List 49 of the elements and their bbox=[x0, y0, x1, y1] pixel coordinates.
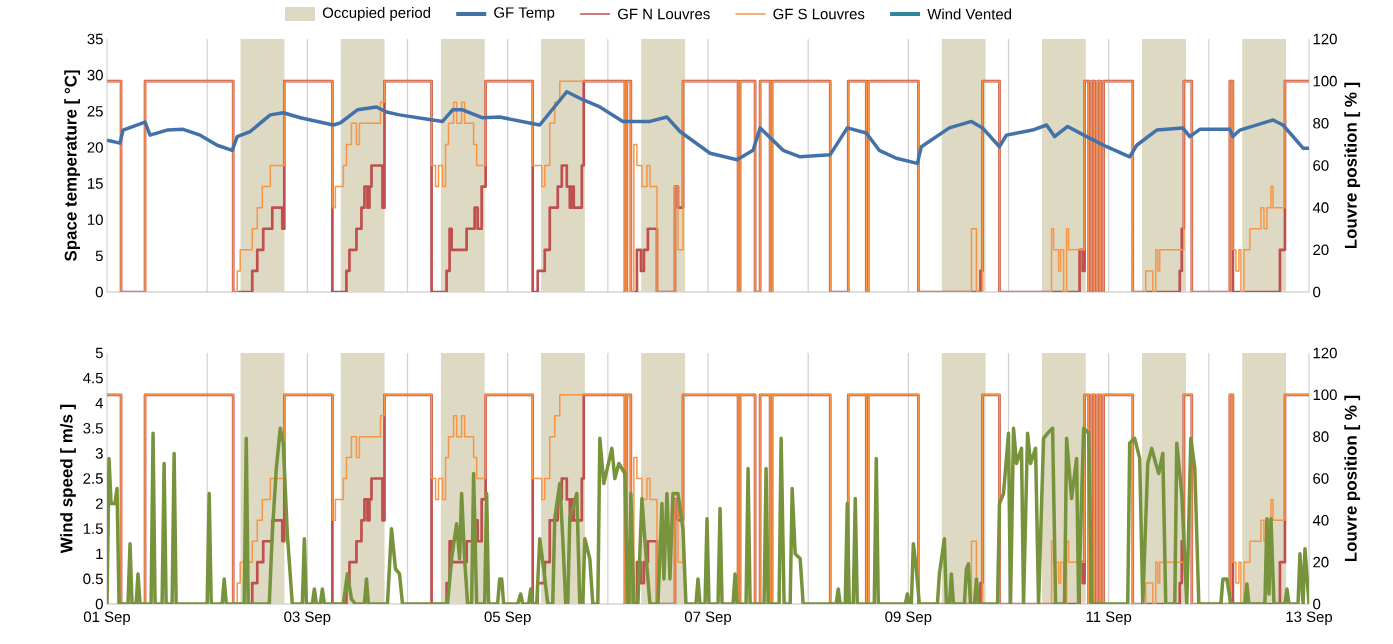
x-tick-label: 09 Sep bbox=[885, 611, 932, 626]
y-tick-label: 3.5 bbox=[83, 423, 103, 434]
x-tick-label: 05 Sep bbox=[484, 611, 531, 626]
legend-label: Occupied period bbox=[322, 7, 431, 21]
y2-tick-label: 40 bbox=[1312, 202, 1329, 213]
y-tick-label: 1.5 bbox=[83, 523, 103, 534]
y-tick-label: 0 bbox=[95, 286, 103, 298]
y2-tick-label: 80 bbox=[1313, 431, 1329, 442]
legend-label: GF N Louvres bbox=[618, 8, 710, 20]
legend-label: GF S Louvres bbox=[773, 8, 865, 20]
y-tick-label: 20 bbox=[87, 142, 103, 153]
y2-tick-label: 40 bbox=[1312, 515, 1329, 526]
y-tick-label: 1 bbox=[96, 548, 103, 559]
y2-tick-label: 20 bbox=[1313, 556, 1329, 568]
y2-tick-label: 100 bbox=[1313, 75, 1337, 87]
x-tick-label: 07 Sep bbox=[684, 611, 732, 626]
y2-tick-label: 0 bbox=[1313, 598, 1321, 610]
y2-tick-label: 60 bbox=[1313, 473, 1329, 484]
y-axis-title: Wind speed [ m/s ] bbox=[60, 404, 76, 554]
x-tick-label: 11 Sep bbox=[1086, 611, 1132, 626]
y2-tick-label: 20 bbox=[1313, 244, 1329, 256]
y-tick-label: 5 bbox=[95, 347, 103, 359]
y-tick-label: 35 bbox=[87, 33, 103, 45]
y-tick-label: 4 bbox=[95, 398, 104, 409]
y-tick-label: 2.5 bbox=[83, 473, 103, 484]
y-axis-title: Space temperature [ °C] bbox=[64, 70, 81, 262]
y-tick-label: 0 bbox=[95, 598, 103, 610]
y-tick-label: 10 bbox=[88, 214, 103, 225]
y2-tick-label: 120 bbox=[1313, 347, 1337, 359]
y2-axis-title: Louvre position [ % ] bbox=[1344, 395, 1361, 562]
x-tick-label: 01 Sep bbox=[83, 611, 131, 626]
y-tick-label: 3 bbox=[95, 448, 103, 459]
y-tick-label: 0.5 bbox=[83, 573, 103, 585]
y-tick-label: 15 bbox=[88, 178, 103, 189]
y2-tick-label: 120 bbox=[1313, 33, 1337, 45]
y2-tick-label: 60 bbox=[1313, 160, 1329, 171]
y2-axis-title: Louvre position [ % ] bbox=[1344, 82, 1361, 249]
y-tick-label: 5 bbox=[95, 250, 103, 262]
y-tick-label: 25 bbox=[87, 105, 103, 117]
y-tick-label: 30 bbox=[87, 69, 103, 81]
y-tick-label: 2 bbox=[95, 498, 103, 509]
y-tick-label: 4.5 bbox=[83, 372, 103, 384]
x-tick-label: 13 Sep bbox=[1286, 611, 1333, 626]
y2-tick-label: 0 bbox=[1313, 286, 1321, 298]
y2-tick-label: 100 bbox=[1313, 389, 1337, 401]
legend-label: GF Temp bbox=[494, 7, 555, 21]
x-tick-label: 03 Sep bbox=[284, 611, 331, 626]
legend-label: Wind Vented bbox=[927, 8, 1012, 20]
y2-tick-label: 80 bbox=[1313, 118, 1329, 129]
